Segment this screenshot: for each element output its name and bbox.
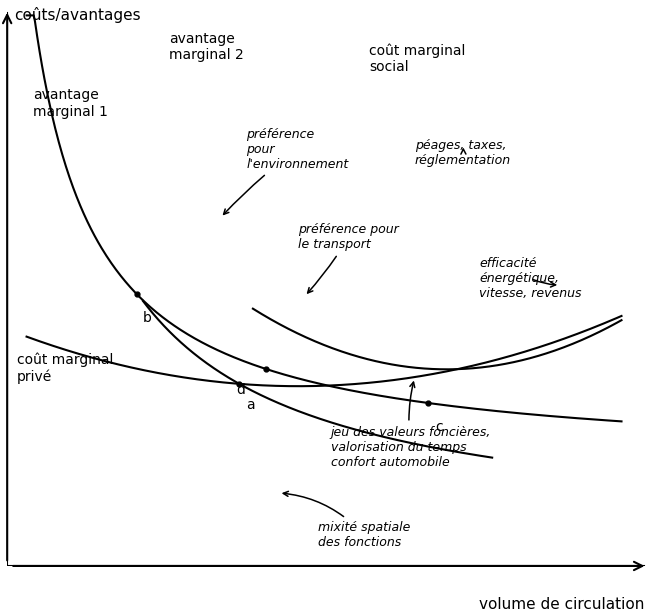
Text: d: d bbox=[237, 383, 245, 397]
Text: b: b bbox=[143, 311, 152, 324]
Text: coûts/avantages: coûts/avantages bbox=[14, 7, 140, 23]
Text: préférence
pour
l'environnement: préférence pour l'environnement bbox=[224, 128, 349, 214]
Text: coût marginal
social: coût marginal social bbox=[369, 43, 466, 74]
Text: c: c bbox=[435, 420, 443, 434]
Text: péages, taxes,
réglementation: péages, taxes, réglementation bbox=[415, 139, 511, 167]
Text: avantage
marginal 2: avantage marginal 2 bbox=[169, 32, 243, 62]
Text: préférence pour
le transport: préférence pour le transport bbox=[298, 223, 399, 293]
Text: a: a bbox=[245, 398, 255, 412]
Text: volume de circulation: volume de circulation bbox=[479, 597, 644, 611]
Text: jeu des valeurs foncières,
valorisation du temps
confort automobile: jeu des valeurs foncières, valorisation … bbox=[330, 382, 491, 469]
Text: efficacité
énergétique,
vitesse, revenus: efficacité énergétique, vitesse, revenus bbox=[479, 257, 582, 300]
Text: coût marginal
privé: coût marginal privé bbox=[17, 353, 113, 384]
Text: mixité spatiale
des fonctions: mixité spatiale des fonctions bbox=[283, 491, 410, 549]
Text: avantage
marginal 1: avantage marginal 1 bbox=[33, 89, 108, 119]
